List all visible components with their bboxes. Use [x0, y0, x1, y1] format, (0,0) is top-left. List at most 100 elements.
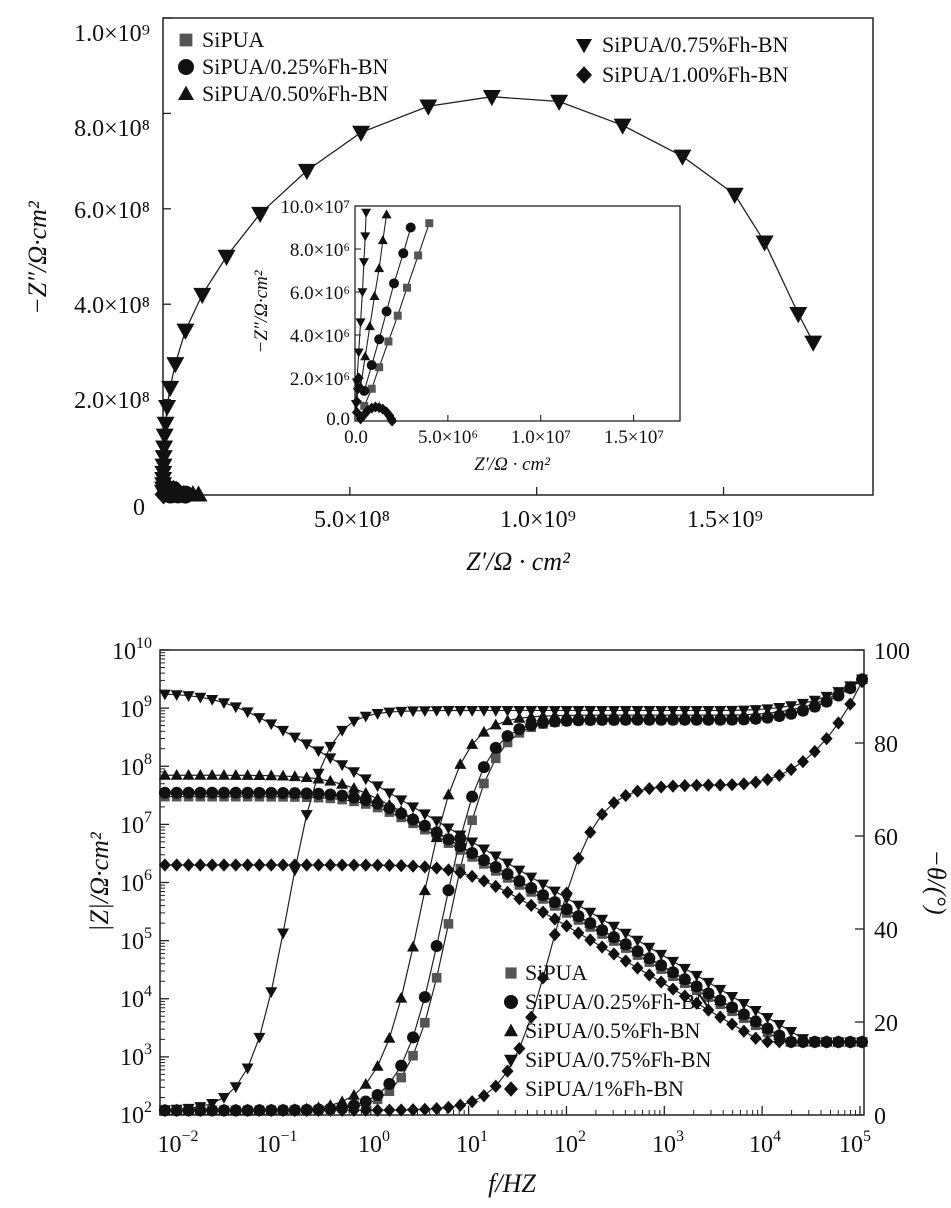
- bode-modulus-point: [832, 1035, 845, 1049]
- bode-modulus-point: [277, 858, 290, 872]
- bode-modulus-point: [206, 786, 219, 799]
- bode-modulus-point: [347, 858, 360, 872]
- nyquist-data-point: [725, 187, 744, 204]
- bode-phase-point: [501, 714, 514, 726]
- bode-phase-point: [773, 703, 786, 714]
- bode-phase-point: [737, 777, 750, 791]
- bode-left-ytick-label: 109: [120, 693, 152, 723]
- bode-modulus-point: [643, 942, 656, 954]
- bode-phase-point: [537, 971, 550, 985]
- bode-xtick-label: 104: [749, 1128, 781, 1158]
- bode-left-ytick-label: 104: [120, 983, 152, 1013]
- bode-phase-point: [229, 1082, 242, 1094]
- bode-modulus-point: [607, 947, 620, 961]
- bode-right-y-axis-label: −θ/(°): [922, 849, 951, 914]
- bode-modulus-point: [336, 789, 349, 802]
- bode-modulus-point: [241, 786, 254, 799]
- bode-modulus-point: [277, 725, 290, 737]
- bode-phase-point: [347, 1088, 360, 1100]
- bode-phase-point: [513, 705, 526, 717]
- bode-phase-point: [418, 1102, 431, 1116]
- bode-left-ytick-label: 102: [120, 1099, 152, 1129]
- bode-modulus-point: [655, 975, 668, 989]
- bode-right-ytick-label: 60: [874, 825, 898, 851]
- bode-phase-point: [856, 675, 869, 689]
- bode-phase-point: [430, 831, 443, 843]
- bode-modulus-point: [418, 818, 431, 830]
- inset-series: [350, 208, 434, 427]
- bode-xtick-label: 105: [839, 1128, 871, 1158]
- bode-modulus-point: [537, 879, 550, 891]
- bode-modulus-point: [442, 832, 455, 844]
- inset-ytick-label: 2.0×10⁶: [290, 369, 350, 390]
- bode-modulus-point: [501, 867, 514, 879]
- bode-phase-point: [726, 705, 739, 717]
- bode-modulus-point: [489, 879, 502, 893]
- bode-legend-label: SiPUA/0.25%Fh-BN: [525, 989, 712, 1014]
- bode-phase-point: [643, 781, 656, 796]
- bode-modulus-point: [808, 1035, 821, 1049]
- bode-legend-label: SiPUA/1%Fh-BN: [525, 1076, 684, 1101]
- nyquist-data-point: [155, 440, 174, 457]
- bode-modulus-point: [572, 926, 585, 940]
- bode-phase-point: [371, 709, 384, 720]
- bode-phase-point: [525, 1010, 538, 1024]
- bode-phase-point: [194, 1103, 207, 1117]
- bode-legend-label: SiPUA: [525, 960, 587, 985]
- bode-modulus-point: [418, 809, 431, 821]
- nyquist-ytick-label: 8.0×10⁸: [74, 116, 150, 142]
- bode-modulus-point: [277, 786, 290, 799]
- bode-phase-point: [347, 716, 360, 728]
- bode-modulus-point: [300, 787, 313, 800]
- bode-xtick-label: 101: [456, 1128, 488, 1158]
- bode-modulus-point: [158, 768, 171, 780]
- bode-phase-point: [418, 991, 431, 1004]
- bode-phase-point: [442, 1100, 455, 1114]
- bode-phase-point: [442, 788, 455, 800]
- bode-modulus-point: [253, 786, 266, 799]
- bode-modulus-point: [430, 816, 443, 828]
- bode-modulus-point: [690, 996, 703, 1010]
- bode-modulus-point: [655, 949, 668, 961]
- bode-panel: 102 103 104 105 106 107 108 109 1010 0 2…: [85, 635, 951, 1198]
- bode-phase-point: [300, 1103, 313, 1117]
- inset-data-point: [398, 248, 409, 259]
- bode-phase-point: [785, 762, 798, 777]
- bode-modulus-point: [525, 881, 538, 893]
- bode-right-ytick-label: 40: [874, 918, 898, 944]
- bode-modulus-point: [773, 1029, 786, 1040]
- bode-modulus-point: [678, 989, 691, 1003]
- bode-phase-point: [288, 1103, 301, 1117]
- nyquist-legend-label: SiPUA/0.25%Fh-BN: [202, 54, 389, 79]
- bode-modulus-point: [702, 1003, 715, 1017]
- bode-x-axis-label: f/HZ: [488, 1169, 536, 1198]
- bode-modulus-point: [666, 956, 679, 968]
- bode-modulus-point: [773, 1020, 786, 1031]
- bode-modulus-point: [466, 869, 479, 883]
- inset-ytick-label: 10.0×10⁷: [280, 197, 350, 218]
- bode-phase-point: [714, 778, 727, 792]
- bode-modulus-point: [655, 958, 668, 970]
- nyquist-data-point: [161, 380, 180, 398]
- bode-legend-marker: [504, 1023, 518, 1037]
- bode-modulus-point: [229, 858, 242, 872]
- nyquist-data-point: [673, 149, 692, 166]
- bode-modulus-point: [454, 866, 467, 880]
- bode-legend-marker: [504, 995, 518, 1009]
- bode-modulus-point: [726, 1001, 739, 1012]
- bode-phase-point: [277, 1103, 290, 1117]
- inset-data-point: [366, 360, 377, 371]
- bode-modulus-point: [548, 912, 561, 926]
- bode-modulus-point: [749, 1005, 762, 1017]
- bode-modulus-point: [241, 707, 254, 719]
- nyquist-data-point: [155, 428, 174, 445]
- nyquist-series: [154, 89, 823, 505]
- bode-phase-point: [277, 928, 290, 940]
- bode-modulus-point: [796, 1035, 809, 1049]
- bode-phase-point: [430, 940, 443, 953]
- bode-phase-point: [572, 851, 585, 865]
- bode-phase-point: [431, 972, 442, 983]
- bode-right-ytick-label: 20: [874, 1011, 898, 1037]
- bode-phase-point: [690, 778, 703, 792]
